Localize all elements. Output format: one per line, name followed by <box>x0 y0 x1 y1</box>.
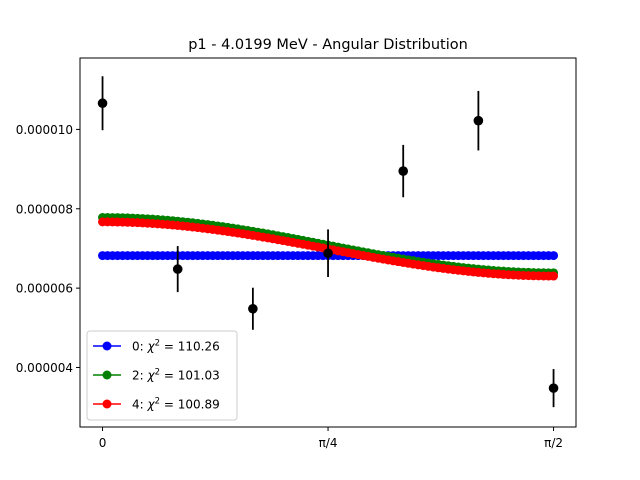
data-point-marker <box>323 248 333 259</box>
legend-marker <box>102 341 112 351</box>
legend-equals: = <box>160 398 178 412</box>
legend-chi2-value: 101.03 <box>178 369 220 383</box>
series-0-marker <box>549 251 559 261</box>
data-point-marker <box>398 166 409 176</box>
x-axis: 0 π/4 π/2 <box>99 427 563 450</box>
legend-label: 4: χ2 = 100.89 <box>132 397 220 412</box>
series-4 <box>98 217 559 281</box>
data-point <box>248 287 258 330</box>
fit-curves <box>98 213 559 281</box>
legend-superscript: 2 <box>155 397 160 407</box>
legend-marker <box>102 399 112 409</box>
legend-label-prefix: 2: <box>132 369 148 383</box>
legend-chi-symbol: χ <box>147 340 156 354</box>
legend-equals: = <box>160 340 178 354</box>
legend-box <box>86 330 238 421</box>
legend-chi-symbol: χ <box>147 398 156 412</box>
y-tick-label: 0.000008 <box>16 202 73 216</box>
legend-entry-2: 2: χ2 = 101.03 <box>93 368 220 383</box>
y-tick-label: 0.000010 <box>16 123 73 137</box>
legend-marker <box>102 370 112 380</box>
series-0 <box>98 251 559 261</box>
y-tick-label: 0.000004 <box>16 361 73 375</box>
legend-entry-0: 0: χ2 = 110.26 <box>93 339 220 354</box>
legend-superscript: 2 <box>155 368 160 378</box>
data-point-marker <box>473 115 484 126</box>
y-axis: 0.000004 0.000006 0.000008 0.000010 <box>16 123 80 375</box>
data-point <box>172 246 183 293</box>
x-tick-label: π/2 <box>544 436 563 450</box>
data-point <box>473 90 484 151</box>
data-point <box>97 76 108 131</box>
legend-chi-symbol: χ <box>147 369 156 383</box>
data-point-marker <box>548 383 559 393</box>
legend-entry-4: 4: χ2 = 100.89 <box>93 397 220 412</box>
data-points <box>97 76 559 408</box>
data-point <box>548 369 559 408</box>
data-point <box>323 229 333 278</box>
data-point-marker <box>248 303 258 314</box>
legend-chi2-value: 110.26 <box>178 340 220 354</box>
chart-title: p1 - 4.0199 MeV - Angular Distribution <box>188 37 468 53</box>
legend-label: 0: χ2 = 110.26 <box>132 339 220 354</box>
data-point-marker <box>172 264 183 274</box>
x-tick-label: π/4 <box>319 436 338 450</box>
y-tick-label: 0.000006 <box>16 282 73 296</box>
legend-chi2-value: 100.89 <box>178 398 220 412</box>
x-tick-label: 0 <box>99 436 107 450</box>
legend-equals: = <box>160 369 178 383</box>
data-point-marker <box>97 98 108 109</box>
series-4-marker <box>549 271 559 281</box>
legend-label-prefix: 4: <box>132 398 148 412</box>
legend-label-prefix: 0: <box>132 340 148 354</box>
legend-superscript: 2 <box>155 339 160 349</box>
legend-label: 2: χ2 = 101.03 <box>132 368 220 383</box>
legend: 0: χ2 = 110.262: χ2 = 101.034: χ2 = 100.… <box>86 330 238 421</box>
data-point <box>398 144 409 198</box>
